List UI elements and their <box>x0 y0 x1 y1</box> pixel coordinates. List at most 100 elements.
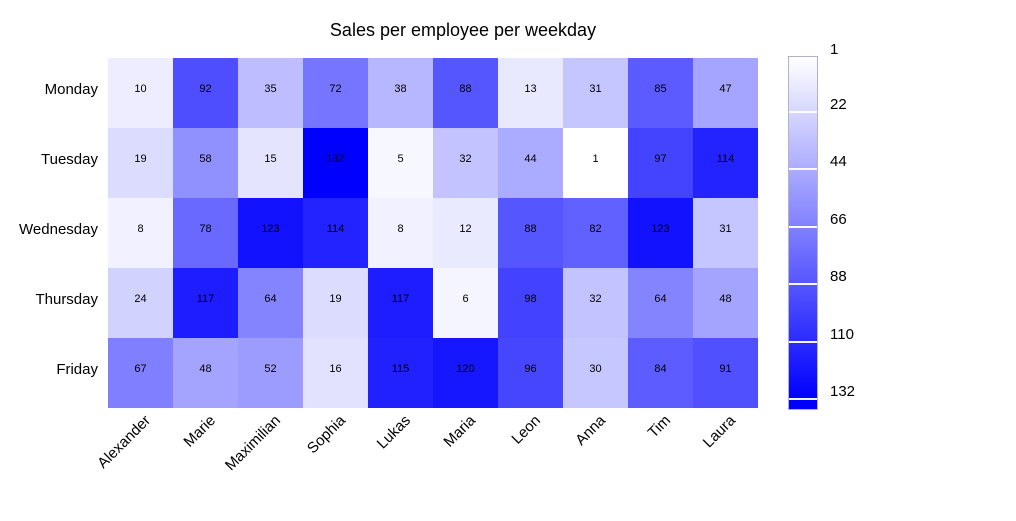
cell-value: 88 <box>524 223 537 235</box>
heatmap-cell: 117 <box>368 268 433 338</box>
heatmap-cell: 44 <box>498 128 563 198</box>
heatmap-cell: 132 <box>303 128 368 198</box>
heatmap-cell: 123 <box>238 198 303 268</box>
heatmap-cell: 24 <box>108 268 173 338</box>
heatmap-cell: 38 <box>368 58 433 128</box>
cell-value: 123 <box>651 223 670 235</box>
cell-value: 5 <box>397 153 404 165</box>
heatmap-cell: 35 <box>238 58 303 128</box>
heatmap-cell: 96 <box>498 338 563 408</box>
colorbar-tick-line <box>789 283 817 285</box>
cell-value: 78 <box>199 223 212 235</box>
cell-value: 48 <box>199 363 212 375</box>
cell-value: 84 <box>654 363 667 375</box>
cell-value: 67 <box>134 363 147 375</box>
heatmap-cell: 10 <box>108 58 173 128</box>
cell-value: 48 <box>719 293 732 305</box>
heatmap-cell: 58 <box>173 128 238 198</box>
heatmap-cell: 97 <box>628 128 693 198</box>
heatmap-cell: 120 <box>433 338 498 408</box>
heatmap-cell: 12 <box>433 198 498 268</box>
cell-value: 35 <box>264 83 277 95</box>
colorbar-tick-label: 22 <box>830 96 847 113</box>
heatmap-cell: 31 <box>693 198 758 268</box>
colorbar-tick-label: 44 <box>830 153 847 170</box>
heatmap-cell: 91 <box>693 338 758 408</box>
heatmap-cell: 48 <box>693 268 758 338</box>
heatmap-cell: 98 <box>498 268 563 338</box>
heatmap-cell: 19 <box>303 268 368 338</box>
cell-value: 32 <box>459 153 472 165</box>
y-axis-label: Friday <box>0 338 98 408</box>
y-axis-label-text: Monday <box>44 80 98 98</box>
heatmap-cell: 114 <box>303 198 368 268</box>
cell-value: 58 <box>199 153 212 165</box>
cell-value: 24 <box>134 293 147 305</box>
y-axis-label-text: Wednesday <box>19 220 98 238</box>
heatmap-cell: 32 <box>433 128 498 198</box>
cell-value: 98 <box>524 293 537 305</box>
cell-value: 115 <box>391 363 410 375</box>
cell-value: 120 <box>456 363 475 375</box>
y-axis-label: Thursday <box>0 268 98 338</box>
heatmap-cell: 64 <box>628 268 693 338</box>
cell-value: 82 <box>589 223 602 235</box>
cell-value: 15 <box>264 153 277 165</box>
cell-value: 97 <box>654 153 667 165</box>
heatmap-cell: 16 <box>303 338 368 408</box>
colorbar-tick-line <box>789 111 817 113</box>
colorbar-tick-label: 66 <box>830 211 847 228</box>
heatmap-cell: 67 <box>108 338 173 408</box>
heatmap-cell: 64 <box>238 268 303 338</box>
cell-value: 96 <box>524 363 537 375</box>
heatmap-cell: 117 <box>173 268 238 338</box>
heatmap-cell: 88 <box>433 58 498 128</box>
colorbar-tick-line <box>789 398 817 400</box>
heatmap-grid: 10 92 35 72 38 88 13 31 85 47 19 58 15 132 5 32 44 1 97 114… <box>108 58 758 408</box>
heatmap-cell: 5 <box>368 128 433 198</box>
y-axis-label: Tuesday <box>0 128 98 198</box>
heatmap-cell: 6 <box>433 268 498 338</box>
heatmap-cell: 52 <box>238 338 303 408</box>
colorbar-tick-label: 110 <box>830 326 854 343</box>
heatmap-cell: 85 <box>628 58 693 128</box>
heatmap-cell: 30 <box>563 338 628 408</box>
heatmap-cell: 115 <box>368 338 433 408</box>
colorbar-tick-label: 1 <box>830 41 839 58</box>
cell-value: 117 <box>196 293 215 305</box>
cell-value: 92 <box>199 83 212 95</box>
cell-value: 31 <box>719 223 732 235</box>
cell-value: 47 <box>719 83 732 95</box>
cell-value: 6 <box>462 293 469 305</box>
cell-value: 52 <box>264 363 277 375</box>
chart-title: Sales per employee per weekday <box>329 20 597 40</box>
cell-value: 117 <box>391 293 410 305</box>
colorbar-tick-line <box>789 168 817 170</box>
y-axis-label: Wednesday <box>0 198 98 268</box>
cell-value: 10 <box>134 83 147 95</box>
heatmap-cell: 19 <box>108 128 173 198</box>
heatmap-cell: 82 <box>563 198 628 268</box>
y-axis-label-text: Tuesday <box>41 150 98 168</box>
heatmap-cell: 13 <box>498 58 563 128</box>
cell-value: 114 <box>716 153 735 165</box>
cell-value: 91 <box>719 363 732 375</box>
heatmap-cell: 72 <box>303 58 368 128</box>
y-axis-label-text: Friday <box>56 360 98 378</box>
heatmap-cell: 48 <box>173 338 238 408</box>
cell-value: 64 <box>264 293 277 305</box>
cell-value: 32 <box>589 293 602 305</box>
cell-value: 72 <box>329 83 342 95</box>
colorbar-tick-label: 88 <box>830 268 847 285</box>
cell-value: 31 <box>589 83 602 95</box>
heatmap-cell: 47 <box>693 58 758 128</box>
cell-value: 16 <box>329 363 342 375</box>
cell-value: 85 <box>654 83 667 95</box>
heatmap-cell: 114 <box>693 128 758 198</box>
heatmap-cell: 123 <box>628 198 693 268</box>
cell-value: 30 <box>589 363 602 375</box>
colorbar <box>788 56 818 410</box>
cell-value: 114 <box>326 223 345 235</box>
cell-value: 64 <box>654 293 667 305</box>
